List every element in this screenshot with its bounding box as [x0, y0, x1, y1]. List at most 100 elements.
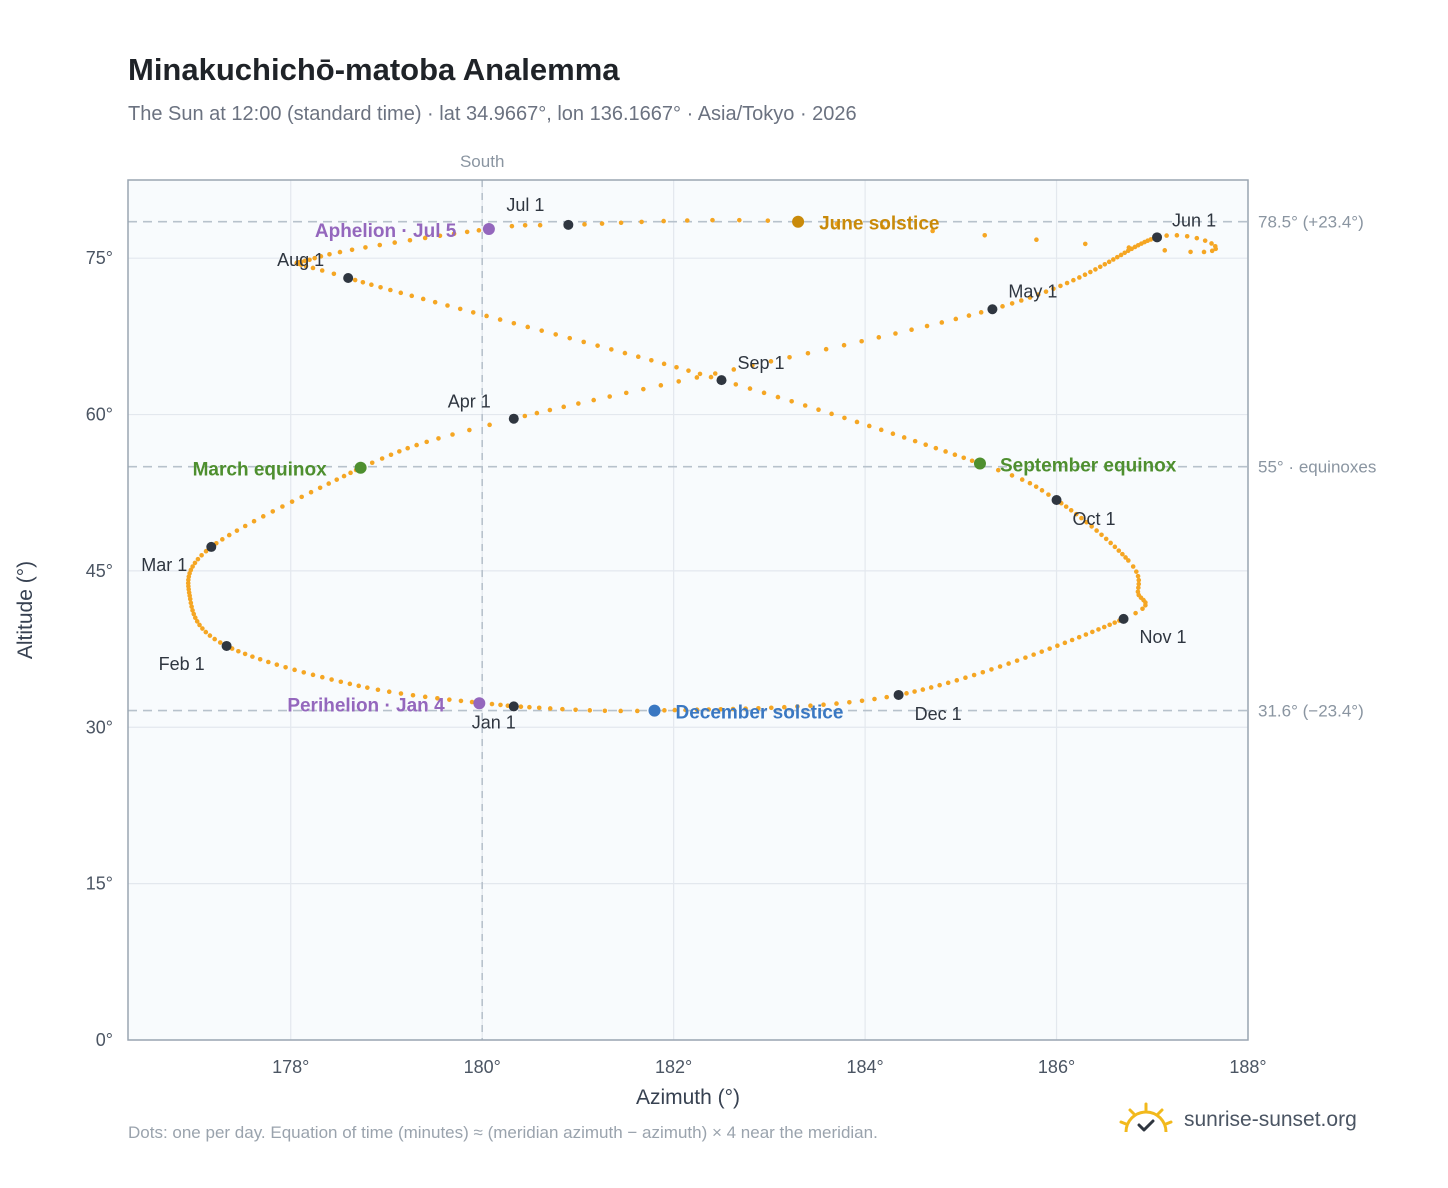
sun-logo-icon	[1119, 1102, 1173, 1133]
event-marker	[792, 215, 805, 228]
day-dot	[476, 228, 482, 233]
day-dot	[331, 271, 337, 277]
day-dot	[765, 218, 771, 223]
day-dot	[518, 704, 524, 710]
day-dot	[270, 509, 276, 514]
day-dot	[420, 296, 426, 302]
day-dot	[622, 350, 628, 356]
day-dot	[718, 706, 724, 712]
day-dot	[971, 672, 977, 678]
day-dot	[192, 615, 198, 621]
day-dot	[310, 265, 316, 271]
month-label: Nov 1	[1140, 627, 1187, 647]
day-dot	[470, 310, 476, 315]
day-dot	[242, 523, 248, 529]
x-tick-label: 188°	[1229, 1057, 1266, 1077]
day-dot	[414, 442, 419, 448]
event-label: December solstice	[675, 703, 843, 724]
day-dot	[1188, 249, 1193, 255]
day-dot	[1079, 515, 1084, 521]
day-dot	[497, 317, 503, 322]
day-dot	[1034, 237, 1039, 243]
x-tick-label: 186°	[1038, 1057, 1075, 1077]
day-dot	[1069, 637, 1075, 643]
day-dot	[982, 233, 988, 238]
day-dot	[378, 284, 383, 290]
day-dot	[1006, 661, 1011, 666]
month-label: Jul 1	[506, 195, 544, 215]
day-dot	[200, 626, 205, 631]
day-dot	[405, 445, 410, 451]
day-dot	[623, 390, 629, 396]
day-dot	[553, 332, 559, 337]
day-dot	[1027, 480, 1033, 486]
event-marker	[973, 457, 986, 470]
day-dot	[1000, 304, 1005, 309]
day-dot	[280, 504, 285, 509]
day-dot	[435, 695, 440, 701]
day-dot	[1201, 249, 1207, 255]
day-dot	[1162, 248, 1168, 253]
event-label: March equinox	[193, 460, 328, 481]
day-dot	[884, 694, 890, 700]
day-dot	[369, 460, 375, 466]
day-dot	[1122, 250, 1128, 256]
day-dot	[641, 386, 646, 392]
day-dot	[509, 223, 515, 229]
day-dot	[303, 263, 309, 269]
day-dot	[649, 358, 654, 363]
day-dot	[1164, 233, 1169, 238]
day-dot	[878, 427, 884, 433]
day-dot	[226, 532, 232, 538]
day-dot	[422, 694, 428, 700]
event-label: Perihelion · Jan 4	[287, 695, 445, 716]
day-dot	[787, 354, 792, 360]
day-dot	[567, 335, 573, 341]
x-tick-label: 180°	[464, 1057, 501, 1077]
month-marker	[343, 272, 354, 283]
chart-title: Minakuchichō-matoba Analemma	[128, 52, 620, 87]
day-dot	[1213, 246, 1218, 252]
day-dot	[912, 438, 918, 444]
day-dot	[561, 404, 567, 410]
reference-label: 31.6° (−23.4°)	[1258, 702, 1364, 721]
day-dot	[841, 342, 847, 348]
day-dot	[1046, 492, 1051, 497]
day-dot	[188, 567, 194, 573]
day-dot	[834, 221, 840, 227]
day-dot	[217, 640, 223, 645]
day-dot	[365, 685, 370, 690]
day-dot	[292, 667, 297, 673]
day-dot	[356, 683, 362, 689]
day-dot	[602, 708, 608, 714]
day-dot	[945, 680, 951, 686]
x-tick-label: 178°	[272, 1057, 309, 1077]
day-dot	[1116, 548, 1122, 553]
day-dot	[876, 335, 882, 340]
day-dot	[733, 382, 739, 387]
brand[interactable]: sunrise-sunset.org	[1118, 1102, 1357, 1138]
month-label: Mar 1	[141, 555, 187, 575]
day-dot	[191, 611, 197, 617]
month-marker	[716, 375, 727, 386]
day-dot	[319, 268, 325, 273]
day-dot	[298, 262, 304, 268]
day-dot	[1047, 646, 1052, 651]
event-label: September equinox	[1000, 456, 1177, 477]
day-dot	[450, 432, 455, 437]
day-dot	[1093, 267, 1098, 272]
day-dot	[329, 677, 334, 682]
day-dot	[686, 368, 691, 373]
labels: Jan 1 Feb 1 Mar 1 Apr 1 May 1 Jun 1 Jul 1 Aug 1…	[141, 195, 1216, 733]
day-dot	[674, 364, 679, 370]
day-dot	[489, 701, 495, 707]
day-dot	[731, 367, 737, 372]
day-dot	[591, 397, 596, 403]
day-dot	[1106, 259, 1112, 265]
meridian-label: South	[460, 152, 504, 171]
day-dot	[676, 379, 682, 384]
day-dot	[1094, 528, 1099, 533]
day-dot	[1023, 655, 1028, 660]
day-dot	[1077, 275, 1082, 280]
